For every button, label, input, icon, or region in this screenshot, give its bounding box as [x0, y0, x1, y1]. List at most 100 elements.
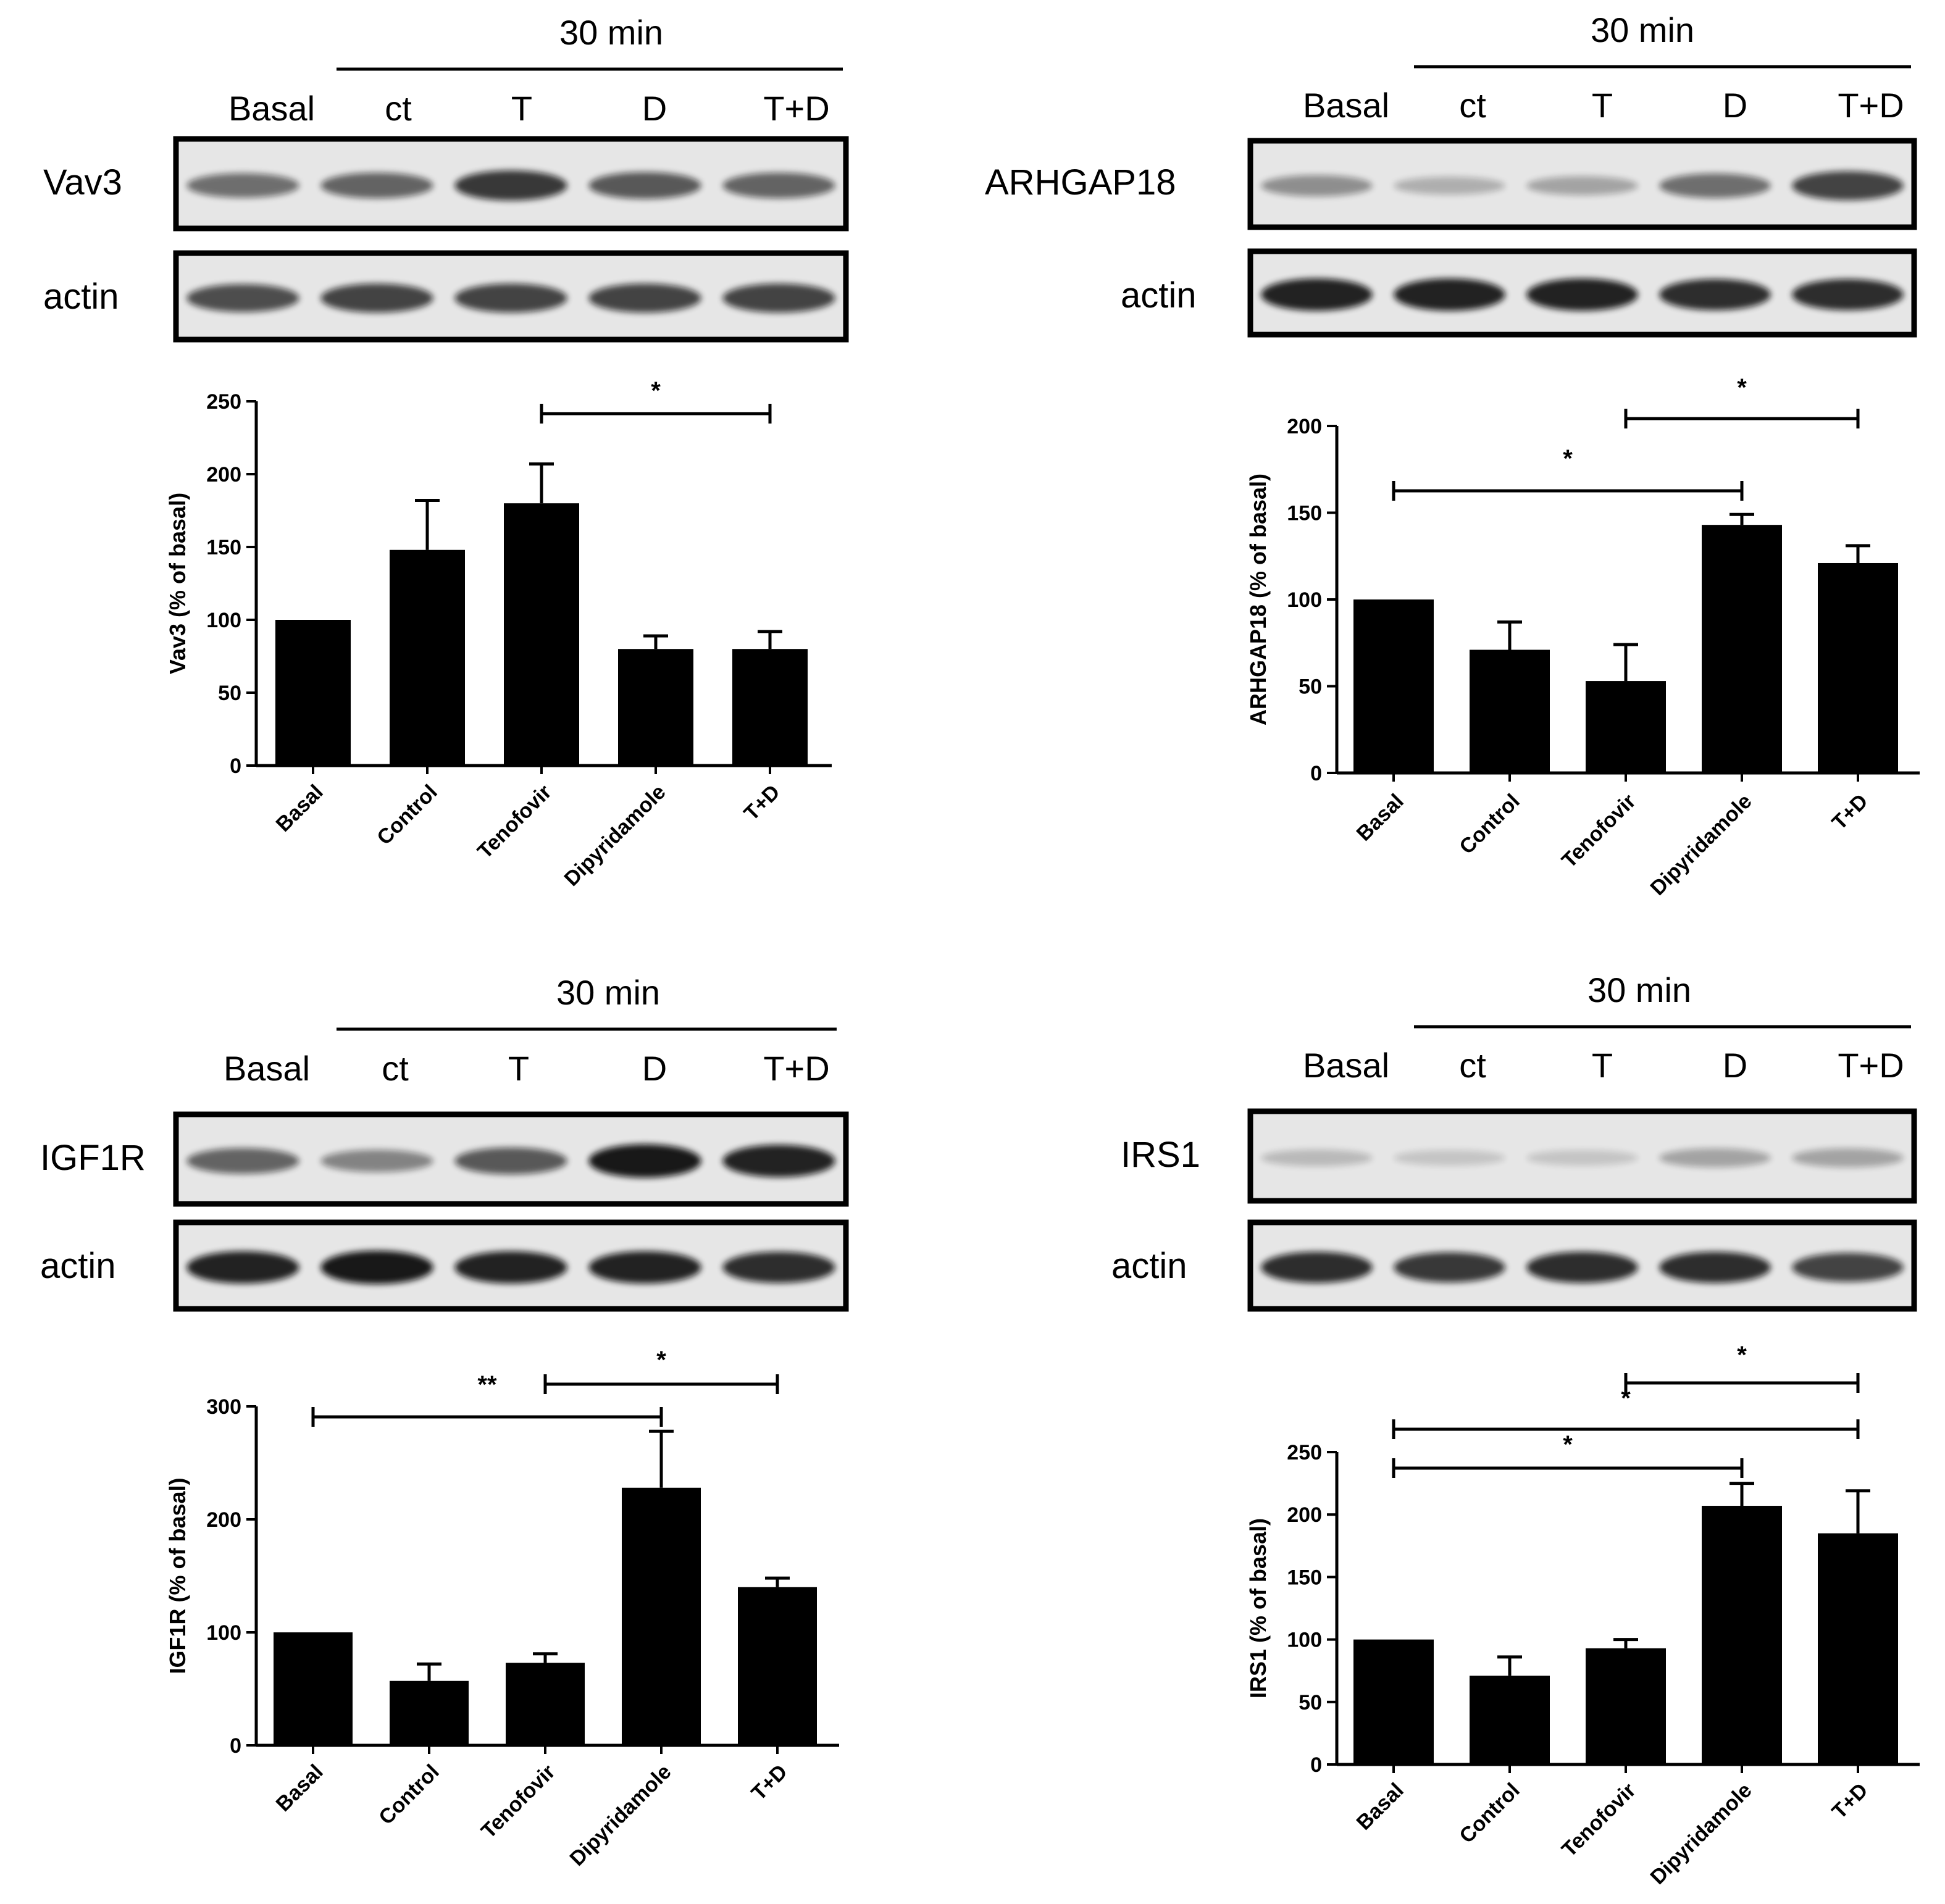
blot-band — [722, 1145, 835, 1177]
lane-label: D — [642, 89, 667, 128]
protein-blot — [1247, 1108, 1917, 1204]
blot-band — [454, 170, 567, 201]
significance-label: * — [651, 377, 661, 404]
significance-bracket: * — [1392, 1431, 1744, 1478]
blot-band — [722, 283, 835, 313]
blot-band — [588, 1144, 701, 1178]
x-tick-label: T+D — [1828, 1779, 1873, 1824]
blot-band — [454, 1251, 567, 1284]
y-tick-label: 250 — [206, 390, 241, 414]
bar — [506, 1663, 585, 1745]
y-tick-label: 50 — [218, 682, 241, 705]
significance-label: * — [1737, 374, 1747, 401]
lane-label: ct — [1459, 86, 1486, 125]
blot-band — [1394, 177, 1505, 195]
bar — [738, 1587, 817, 1745]
protein-blot — [173, 136, 849, 232]
lane-label: T — [508, 1049, 529, 1088]
blot-band — [722, 172, 835, 199]
lane-label: Basal — [228, 89, 315, 128]
protein-label: Vav3 — [43, 162, 122, 203]
blot-band — [186, 173, 299, 198]
x-tick-label: Tenofovir — [1557, 790, 1641, 873]
lane-label: ct — [385, 89, 412, 128]
y-tick-label: 300 — [206, 1395, 241, 1419]
significance-bracket: * — [540, 377, 772, 424]
blot-band — [454, 283, 567, 313]
bar — [390, 1681, 469, 1745]
x-tick-label: Tenofovir — [473, 780, 556, 864]
significance-label: ** — [477, 1371, 497, 1398]
bar — [732, 649, 808, 766]
panel-igf1r: 30 min Basal ct T D T+D IGF1R actin 0 100 200 300 IG… — [40, 973, 849, 1871]
loading-control-label: actin — [1111, 1246, 1187, 1286]
lane-label: T+D — [1838, 86, 1904, 125]
actin-blot — [1247, 1219, 1917, 1312]
y-tick-label: 200 — [1287, 1503, 1322, 1527]
blot-band — [1394, 1150, 1505, 1166]
bar — [390, 549, 465, 766]
time-label: 30 min — [559, 13, 663, 52]
time-label: 30 min — [1587, 971, 1691, 1009]
x-tick-label: T+D — [740, 780, 785, 825]
x-tick-label: T+D — [747, 1760, 792, 1805]
x-tick-label: Basal — [272, 780, 328, 837]
x-tick-label: Dipyridamole — [1646, 1779, 1756, 1889]
bar — [1702, 525, 1782, 773]
blot-band — [454, 1147, 567, 1175]
y-tick-label: 100 — [206, 1621, 241, 1645]
blot-band — [1792, 278, 1904, 311]
bar — [1818, 562, 1898, 773]
blot-band — [1261, 1251, 1373, 1284]
blot-band — [722, 1251, 835, 1284]
x-tick-label: Control — [1455, 1779, 1524, 1848]
blot-band — [186, 1251, 299, 1284]
panel-irs1: 30 min Basal ct T D T+D IRS1 actin 0 50 100 150 200 2… — [1111, 971, 1920, 1889]
blot-band — [1526, 278, 1638, 311]
panel-arhgap18: 30 min Basal ct T D T+D ARHGAP18 actin 0 50 100 150… — [985, 10, 1920, 900]
time-label: 30 min — [1591, 10, 1694, 49]
blot-band — [1792, 1253, 1904, 1282]
blot-band — [186, 284, 299, 312]
loading-control-label: actin — [40, 1246, 116, 1286]
lane-label: T+D — [763, 1049, 829, 1088]
bar — [618, 649, 693, 766]
significance-bracket: ** — [311, 1371, 663, 1427]
bar — [1470, 649, 1550, 773]
blot-band — [588, 1251, 701, 1284]
actin-blot — [173, 250, 849, 343]
significance-label: * — [1563, 445, 1573, 472]
y-tick-label: 0 — [230, 754, 241, 778]
blot-band — [588, 172, 701, 199]
blot-band — [1792, 1148, 1904, 1167]
significance-bracket: * — [1624, 374, 1860, 428]
blot-band — [1261, 175, 1373, 196]
y-tick-label: 200 — [206, 463, 241, 486]
blot-band — [1659, 173, 1771, 198]
x-tick-label: T+D — [1828, 790, 1873, 835]
x-tick-label: Basal — [1352, 1779, 1408, 1835]
loading-control-label: actin — [1121, 275, 1197, 315]
x-tick-label: Control — [372, 780, 441, 850]
lane-label: Basal — [1303, 86, 1389, 125]
bar — [1353, 599, 1434, 773]
blot-band — [1659, 1148, 1771, 1167]
y-axis-label: Vav3 (% of basal) — [165, 493, 190, 674]
bar — [1586, 1648, 1666, 1764]
blot-band — [1659, 1251, 1771, 1284]
y-tick-label: 200 — [206, 1508, 241, 1532]
y-tick-label: 200 — [1287, 415, 1322, 438]
blot-band — [320, 172, 433, 199]
bar — [1586, 681, 1666, 773]
lane-label: ct — [1459, 1046, 1486, 1085]
lane-label: T — [511, 89, 532, 128]
x-tick-label: Dipyridamole — [565, 1760, 676, 1871]
x-tick-label: Dipyridamole — [1646, 790, 1756, 900]
y-tick-label: 0 — [1310, 762, 1322, 785]
bar — [1702, 1506, 1782, 1764]
y-tick-label: 100 — [1287, 1629, 1322, 1652]
blot-band — [1526, 176, 1638, 196]
bar — [1470, 1676, 1550, 1764]
blot-band — [1261, 278, 1373, 311]
